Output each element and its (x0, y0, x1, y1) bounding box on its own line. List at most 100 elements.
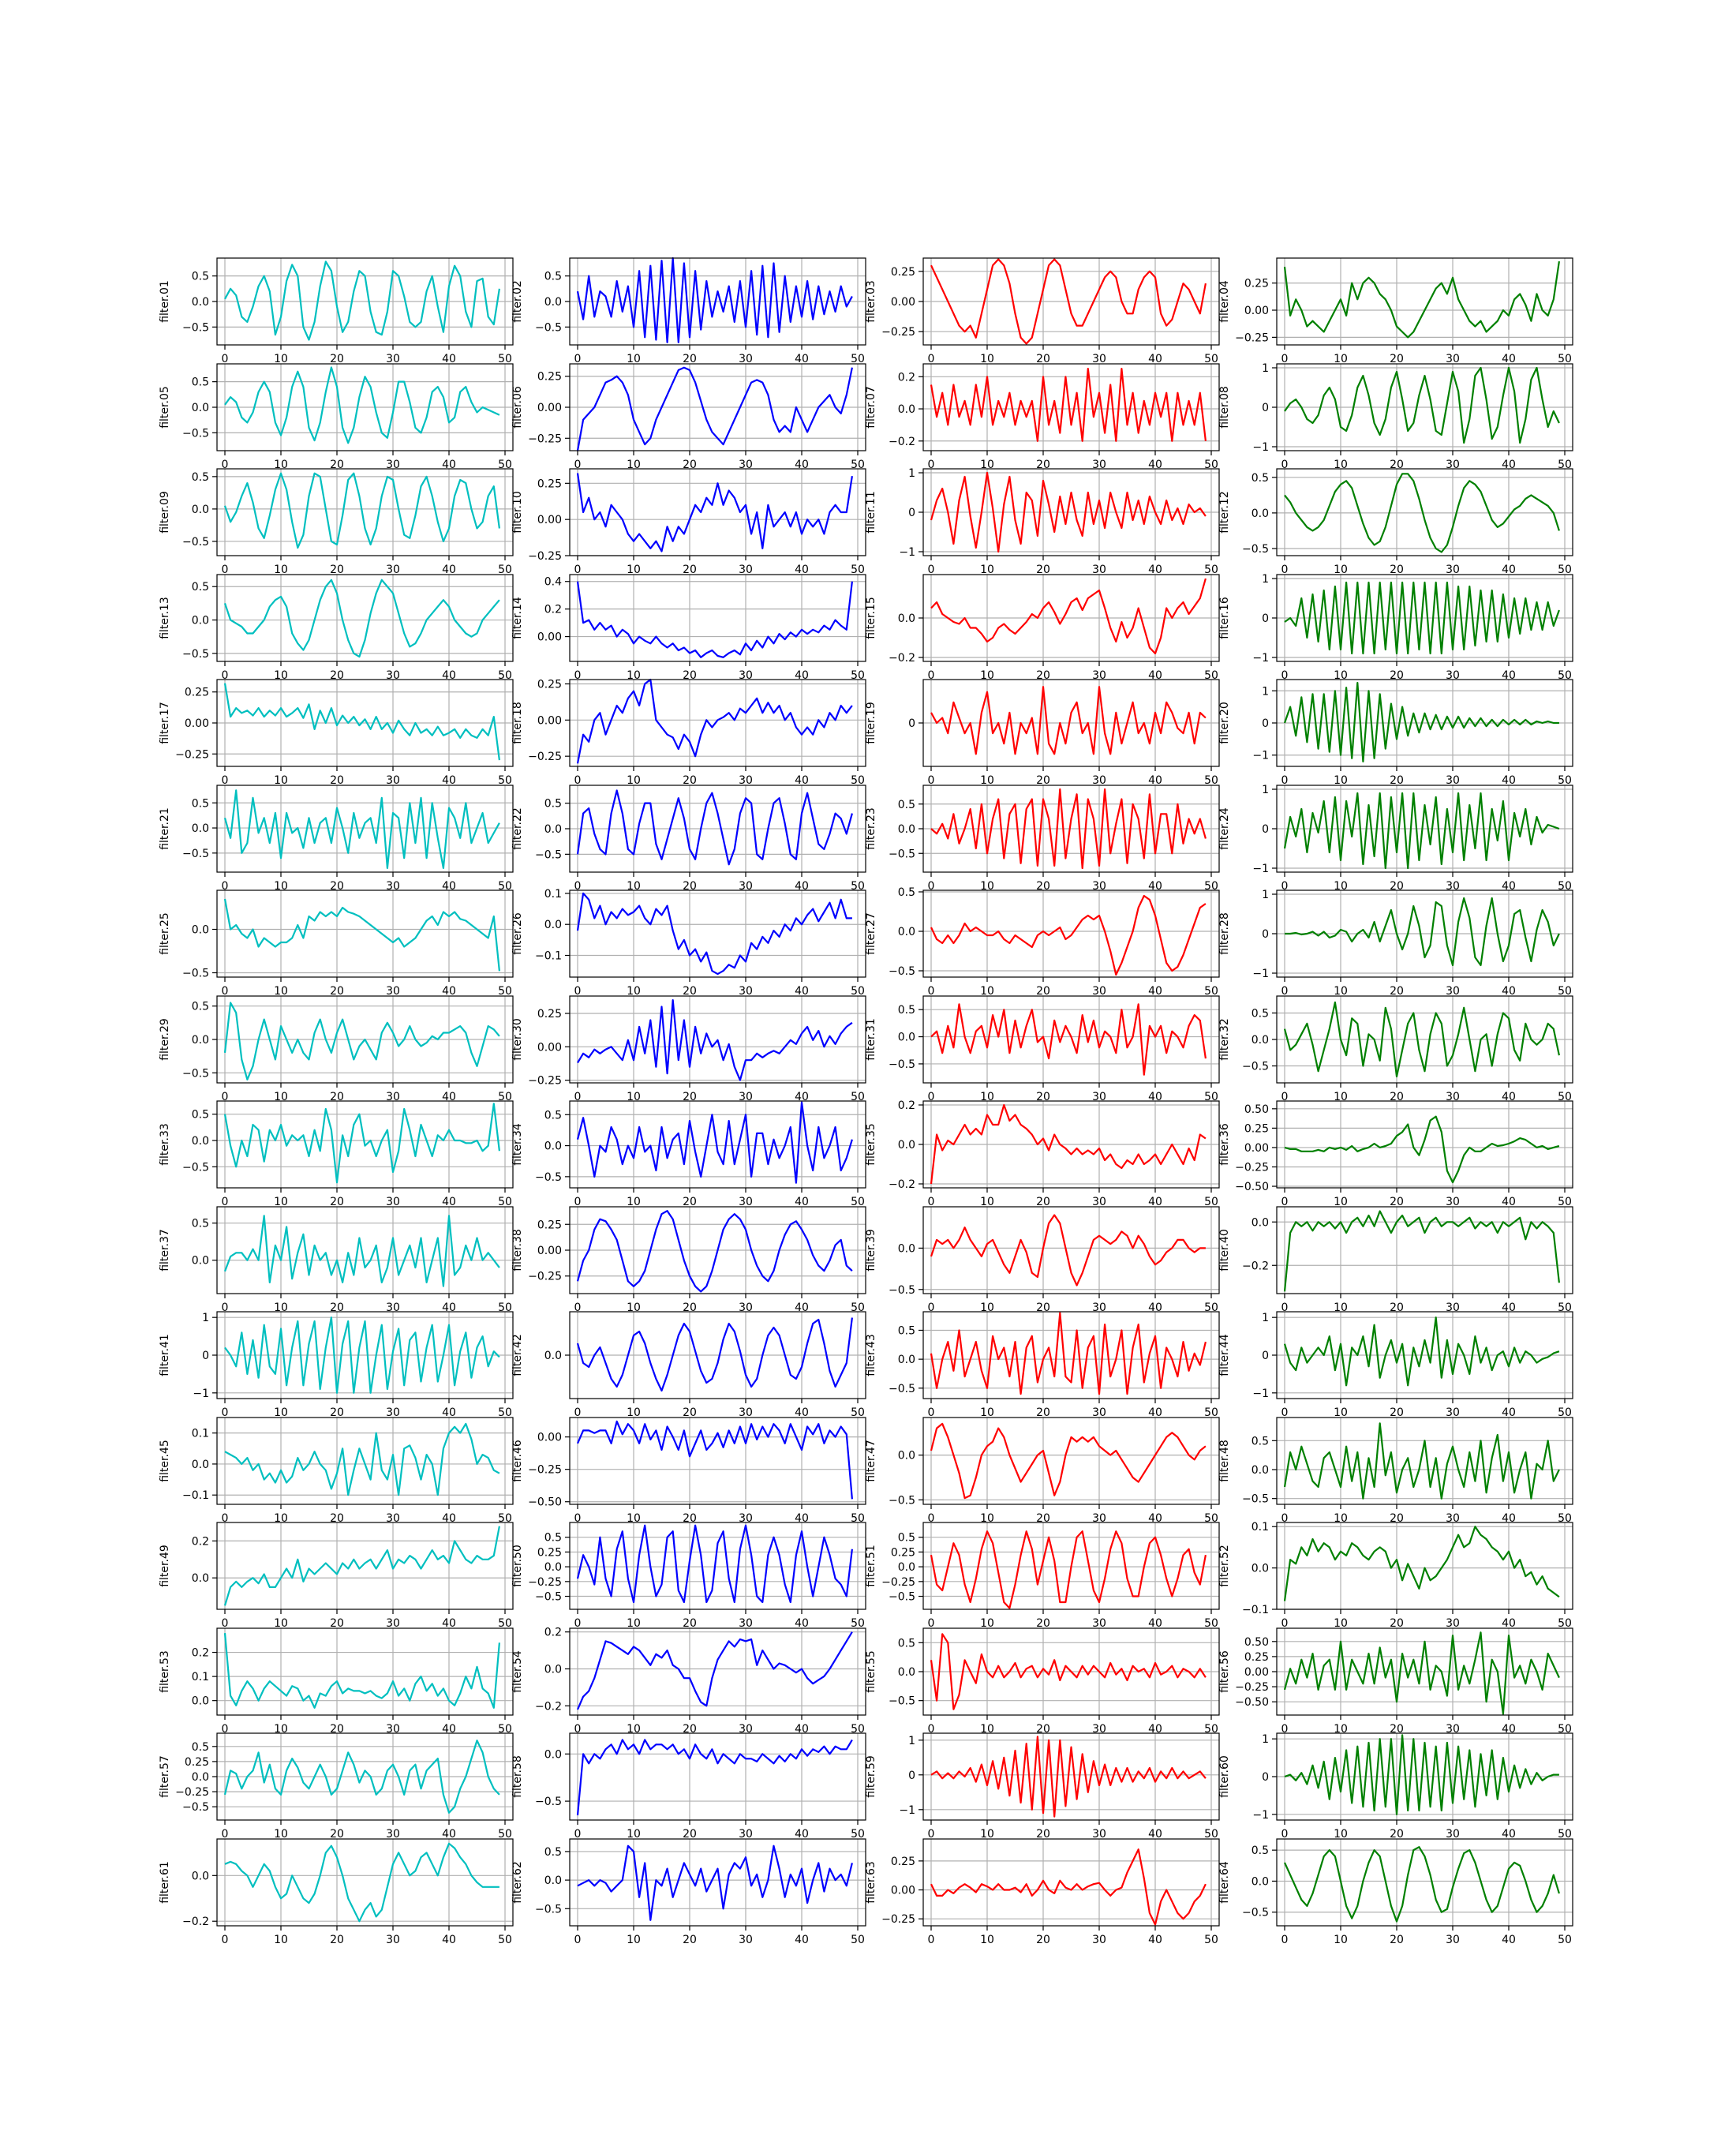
y-tick-label: 0.00 (891, 1884, 915, 1897)
y-tick-label: 0 (908, 507, 915, 519)
x-tick-label: 40 (795, 1617, 809, 1630)
x-tick-label: 20 (330, 353, 344, 365)
x-tick-label: 30 (1092, 1406, 1106, 1419)
x-tick-label: 50 (1558, 1196, 1572, 1208)
y-tick-label: 0.4 (544, 575, 562, 588)
y-tick-label: 0.25 (891, 1546, 915, 1559)
x-tick-label: 40 (1502, 1934, 1516, 1946)
x-tick-label: 40 (442, 1934, 456, 1946)
y-axis-label: filter.49 (159, 1545, 171, 1587)
y-tick-label: −0.2 (1242, 1260, 1269, 1272)
series-line-filter-29 (223, 1001, 500, 1080)
axes-filter-29: 0 10 20 30 40 50 0.5 0.0 −0.5 filter.29 (159, 994, 514, 1103)
series-line-filter-25 (223, 898, 500, 972)
x-tick-label: 30 (386, 1301, 400, 1314)
x-tick-label: 50 (498, 985, 512, 998)
x-tick-label: 50 (851, 669, 865, 682)
y-tick-label: 0.0 (898, 612, 915, 625)
series-line-filter-22 (576, 788, 853, 865)
axes-filter-26: 0 10 20 30 40 50 0.1 0.0 −0.1 filter.26 (511, 888, 866, 998)
axes-frame (569, 1522, 866, 1610)
x-tick-label: 10 (1334, 1406, 1348, 1419)
x-tick-label: 20 (1390, 1091, 1404, 1103)
axes-frame (922, 1837, 1220, 1927)
x-tick-label: 20 (1036, 353, 1050, 365)
x-tick-label: 30 (1446, 880, 1460, 893)
y-axis-label: filter.25 (159, 912, 171, 955)
x-tick-label: 50 (1204, 1723, 1218, 1736)
y-tick-label: −0.2 (182, 1916, 209, 1928)
x-tick-label: 10 (627, 1091, 641, 1103)
x-tick-label: 50 (498, 1934, 512, 1946)
y-tick-label: 0 (1262, 612, 1269, 625)
y-tick-label: 0.5 (1251, 1007, 1269, 1020)
x-tick-label: 10 (274, 880, 288, 893)
x-tick-label: 10 (1334, 1512, 1348, 1525)
y-axis-label: filter.24 (1218, 807, 1231, 850)
x-tick-label: 50 (851, 985, 865, 998)
y-tick-label: −1 (899, 1804, 915, 1817)
x-tick-label: 20 (330, 1723, 344, 1736)
axes-frame (1276, 1205, 1573, 1294)
x-tick-label: 10 (627, 353, 641, 365)
y-tick-label: 0.25 (185, 1756, 209, 1769)
x-tick-label: 20 (330, 1617, 344, 1630)
x-tick-label: 10 (274, 1091, 288, 1103)
x-tick-label: 20 (1390, 1196, 1404, 1208)
x-tick-label: 10 (274, 1196, 288, 1208)
x-tick-label: 10 (627, 1828, 641, 1841)
y-tick-label: 0.0 (192, 822, 209, 835)
x-tick-label: 0 (1281, 880, 1289, 893)
y-axis-label: filter.62 (511, 1861, 524, 1904)
x-tick-label: 50 (498, 1512, 512, 1525)
subplot-filter-02: 0 10 20 30 40 50 0.5 0.0 −0.5 filter.02 (495, 252, 874, 372)
x-tick-label: 0 (574, 459, 582, 471)
x-tick-label: 20 (1036, 669, 1050, 682)
x-tick-label: 10 (274, 1723, 288, 1736)
x-tick-label: 10 (1334, 669, 1348, 682)
x-tick-label: 20 (683, 669, 697, 682)
y-axis-label: filter.30 (511, 1018, 524, 1061)
axes-frame (922, 1205, 1220, 1294)
y-axis-label: filter.37 (159, 1229, 171, 1271)
series-line-filter-33 (223, 1103, 500, 1184)
y-tick-label: −0.5 (182, 1067, 209, 1080)
x-tick-label: 20 (1036, 1617, 1050, 1630)
y-tick-label: 0.0 (192, 614, 209, 627)
x-tick-label: 30 (1446, 1828, 1460, 1841)
series-line-filter-16 (1284, 581, 1560, 654)
x-tick-label: 10 (274, 985, 288, 998)
x-tick-label: 10 (1334, 353, 1348, 365)
y-axis-label: filter.18 (511, 702, 524, 744)
x-tick-label: 0 (928, 985, 935, 998)
x-tick-label: 10 (1334, 1091, 1348, 1103)
x-tick-label: 30 (739, 1196, 753, 1208)
y-tick-label: 0.00 (891, 296, 915, 309)
y-tick-label: 0.0 (544, 1748, 562, 1761)
y-tick-label: −1 (193, 1388, 209, 1400)
y-tick-label: 0 (1262, 717, 1269, 730)
axes-filter-43: 0 10 20 30 40 50 0.5 0.0 −0.5 filter.43 (865, 1311, 1220, 1419)
subplot-filter-24: 0 10 20 30 40 50 1 0 −1 filter.24 (1202, 779, 1581, 899)
x-tick-label: 10 (980, 1406, 994, 1419)
axes-filter-34: 0 10 20 30 40 50 0.5 0.0 −0.5 filter.34 (511, 1100, 866, 1208)
x-tick-label: 50 (1204, 1828, 1218, 1841)
x-tick-label: 40 (795, 1196, 809, 1208)
x-tick-label: 40 (442, 1828, 456, 1841)
y-tick-label: 1 (1262, 1733, 1269, 1746)
subplot-filter-11: 0 10 20 30 40 50 1 0 −1 filter.11 (848, 463, 1227, 582)
series-line-filter-55 (930, 1632, 1207, 1710)
axes-frame (569, 1100, 866, 1189)
x-tick-label: 0 (574, 1196, 582, 1208)
axes-frame (922, 362, 1220, 451)
x-tick-label: 40 (1502, 985, 1516, 998)
series-line-filter-62 (577, 1844, 853, 1921)
x-tick-label: 40 (1148, 1723, 1162, 1736)
axes-frame (1276, 468, 1573, 556)
x-tick-label: 30 (739, 1828, 753, 1841)
x-tick-label: 50 (1558, 1723, 1572, 1736)
x-tick-label: 20 (683, 1091, 697, 1103)
y-tick-label: 0.0 (898, 926, 915, 938)
x-tick-label: 10 (980, 1091, 994, 1103)
